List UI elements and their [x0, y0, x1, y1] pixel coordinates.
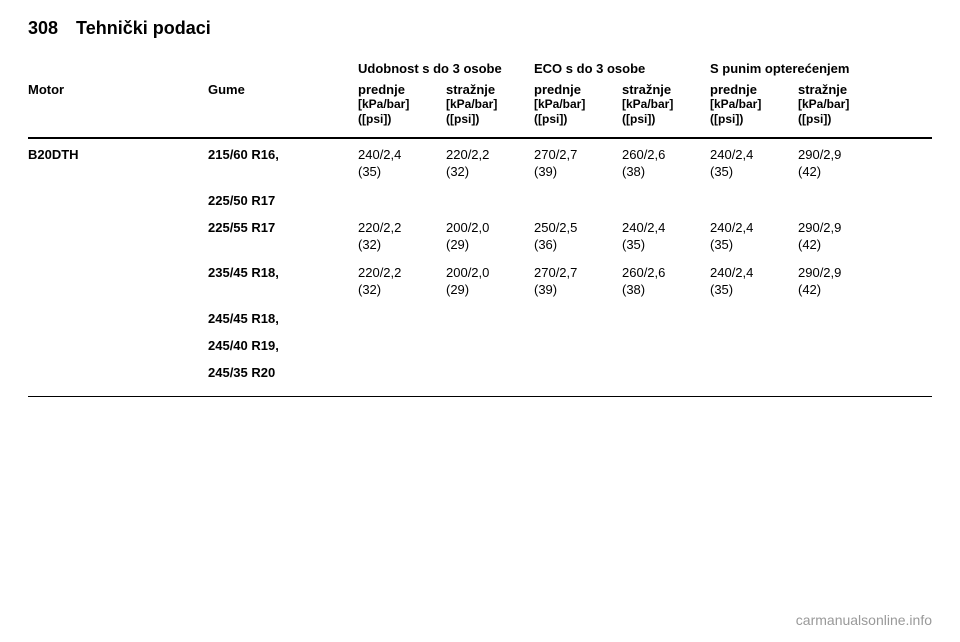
pressure-cell: 270/2,7(39) [534, 147, 622, 189]
motor-label: B20DTH [28, 147, 208, 164]
pressure-cell: 240/2,4(35) [710, 147, 798, 189]
units-3: [kPa/bar]([psi]) [534, 97, 622, 127]
pressure-cell: 250/2,5(36) [534, 220, 622, 262]
end-rule [28, 396, 932, 397]
pressure-cell: 290/2,9(42) [798, 220, 886, 262]
tyre-pressure-table: Udobnost s do 3 osobe ECO s do 3 osobe S… [28, 61, 932, 397]
page-number: 308 [28, 18, 58, 39]
pressure-cell: 240/2,4(35) [622, 220, 710, 262]
units-6: [kPa/bar]([psi]) [798, 97, 886, 127]
tyre-size: 225/50 R17 [208, 193, 358, 216]
col-prednje-1: prednje [358, 82, 446, 97]
group-header-eco: ECO s do 3 osobe [534, 61, 710, 76]
pressure-cell: 200/2,0(29) [446, 220, 534, 262]
units-2: [kPa/bar]([psi]) [446, 97, 534, 127]
col-prednje-2: prednje [534, 82, 622, 97]
tyre-size: 225/55 R17 [208, 220, 358, 243]
group-header-spunim: S punim opterećenjem [710, 61, 886, 76]
pressure-cell: 200/2,0(29) [446, 265, 534, 307]
header-rule [28, 137, 932, 139]
pressure-cell: 260/2,6(38) [622, 147, 710, 189]
col-straznje-2: stražnje [622, 82, 710, 97]
pressure-cell: 290/2,9(42) [798, 147, 886, 189]
pressure-cell: 260/2,6(38) [622, 265, 710, 307]
pressure-cell: 240/2,4(35) [710, 265, 798, 307]
pressure-cell: 270/2,7(39) [534, 265, 622, 307]
pressure-cell: 220/2,2(32) [358, 265, 446, 307]
page-title: Tehnički podaci [76, 18, 211, 39]
pressure-cell: 240/2,4(35) [358, 147, 446, 189]
pressure-cell: 240/2,4(35) [710, 220, 798, 262]
units-1: [kPa/bar]([psi]) [358, 97, 446, 127]
col-motor: Motor [28, 82, 208, 97]
col-straznje-3: stražnje [798, 82, 886, 97]
tyre-size: 215/60 R16, [208, 147, 358, 170]
units-4: [kPa/bar]([psi]) [622, 97, 710, 127]
col-prednje-3: prednje [710, 82, 798, 97]
tyre-size: 245/40 R19, [208, 338, 358, 361]
pressure-cell: 220/2,2(32) [446, 147, 534, 189]
col-gume: Gume [208, 82, 358, 97]
pressure-cell: 220/2,2(32) [358, 220, 446, 262]
tyre-size: 235/45 R18, [208, 265, 358, 288]
group-header-udobnost: Udobnost s do 3 osobe [358, 61, 534, 76]
col-straznje-1: stražnje [446, 82, 534, 97]
tyre-size: 245/35 R20 [208, 365, 358, 388]
units-5: [kPa/bar]([psi]) [710, 97, 798, 127]
tyre-size: 245/45 R18, [208, 311, 358, 334]
footer-watermark: carmanualsonline.info [796, 612, 932, 628]
pressure-cell: 290/2,9(42) [798, 265, 886, 307]
